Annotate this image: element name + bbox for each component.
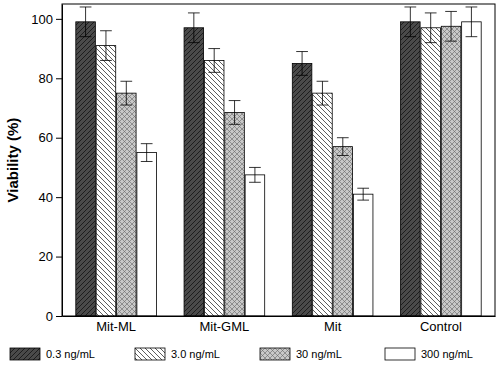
legend-label: 0.3 ng/mL — [46, 348, 95, 360]
legend-item: 300 ng/mL — [385, 348, 473, 360]
x-tick: Mit — [324, 316, 342, 334]
legend-label: 300 ng/mL — [421, 348, 473, 360]
error-bar — [404, 7, 416, 37]
bar — [292, 63, 312, 316]
error-bar — [208, 49, 220, 73]
error-bar — [120, 81, 132, 105]
bar — [353, 194, 373, 316]
y-tick-label: 20 — [39, 249, 53, 264]
x-axis-line — [63, 316, 496, 317]
y-tick-label: 60 — [39, 130, 53, 145]
error-bar — [188, 13, 200, 43]
y-tick-mark — [56, 197, 62, 198]
legend-item: 0.3 ng/mL — [10, 348, 95, 360]
bar — [137, 153, 157, 316]
x-tick-label: Mit-GML — [199, 319, 249, 334]
x-tick-label: Mit-ML — [96, 319, 136, 334]
error-bar — [80, 7, 92, 37]
y-tick-mark — [56, 138, 62, 139]
bar — [401, 22, 421, 316]
y-axis: 0 20 40 60 80 100 — [31, 5, 62, 324]
plot-frame — [62, 4, 495, 316]
x-tick-label: Control — [420, 319, 462, 334]
error-bar — [445, 11, 457, 41]
error-bar — [466, 7, 478, 37]
bars — [76, 7, 481, 316]
y-tick-label: 100 — [31, 12, 53, 27]
error-bar — [141, 144, 153, 162]
error-bar — [357, 188, 369, 200]
y-tick-label: 40 — [39, 190, 53, 205]
bar — [333, 147, 353, 316]
legend-swatch — [10, 348, 40, 360]
bar — [421, 28, 441, 316]
bar — [441, 26, 461, 316]
bar — [204, 60, 224, 316]
legend-item: 3.0 ng/mL — [135, 348, 220, 360]
x-axis: Mit-ML Mit-GML Mit Control — [63, 316, 496, 334]
error-bar — [317, 81, 329, 105]
bar — [96, 46, 116, 316]
x-tick-label: Mit — [324, 319, 342, 334]
x-tick: Mit-GML — [199, 316, 249, 334]
y-tick-mark — [56, 257, 62, 258]
legend-item: 30 ng/mL — [260, 348, 342, 360]
legend-swatch — [385, 348, 415, 360]
y-axis-line — [62, 5, 63, 317]
error-bar — [100, 31, 112, 61]
legend-label: 30 ng/mL — [296, 348, 342, 360]
y-tick-mark — [56, 316, 62, 317]
legend-swatch — [260, 348, 290, 360]
y-tick: 20 — [39, 249, 62, 264]
bar — [76, 22, 96, 316]
y-tick-mark — [56, 19, 62, 20]
y-tick-label: 80 — [39, 71, 53, 86]
y-tick: 80 — [39, 71, 62, 86]
error-bar — [229, 101, 241, 125]
y-tick-label: 0 — [46, 309, 53, 324]
bar — [245, 175, 265, 316]
bar — [313, 93, 333, 316]
y-tick: 60 — [39, 130, 62, 145]
plot: 0 20 40 60 80 100 Mit-ML Mit-GML Mit Control — [31, 4, 495, 334]
y-tick-mark — [56, 78, 62, 79]
bar — [225, 112, 245, 316]
legend-swatch — [135, 348, 165, 360]
bar — [184, 28, 204, 316]
error-bar — [249, 167, 261, 182]
x-tick: Mit-ML — [96, 316, 136, 334]
y-tick: 40 — [39, 190, 62, 205]
error-bar — [337, 138, 349, 156]
chart: 0 20 40 60 80 100 Mit-ML Mit-GML Mit Control Viabi… — [0, 0, 500, 368]
y-tick: 100 — [31, 12, 62, 27]
error-bar — [296, 52, 308, 76]
legend: 0.3 ng/mL 3.0 ng/mL 30 ng/mL 300 ng/mL — [10, 348, 473, 360]
y-tick: 0 — [46, 309, 62, 324]
bar — [462, 22, 482, 316]
legend-label: 3.0 ng/mL — [171, 348, 220, 360]
bar — [117, 93, 137, 316]
x-tick: Control — [420, 316, 462, 334]
y-axis-title: Viability (%) — [4, 118, 21, 203]
error-bar — [425, 13, 437, 43]
